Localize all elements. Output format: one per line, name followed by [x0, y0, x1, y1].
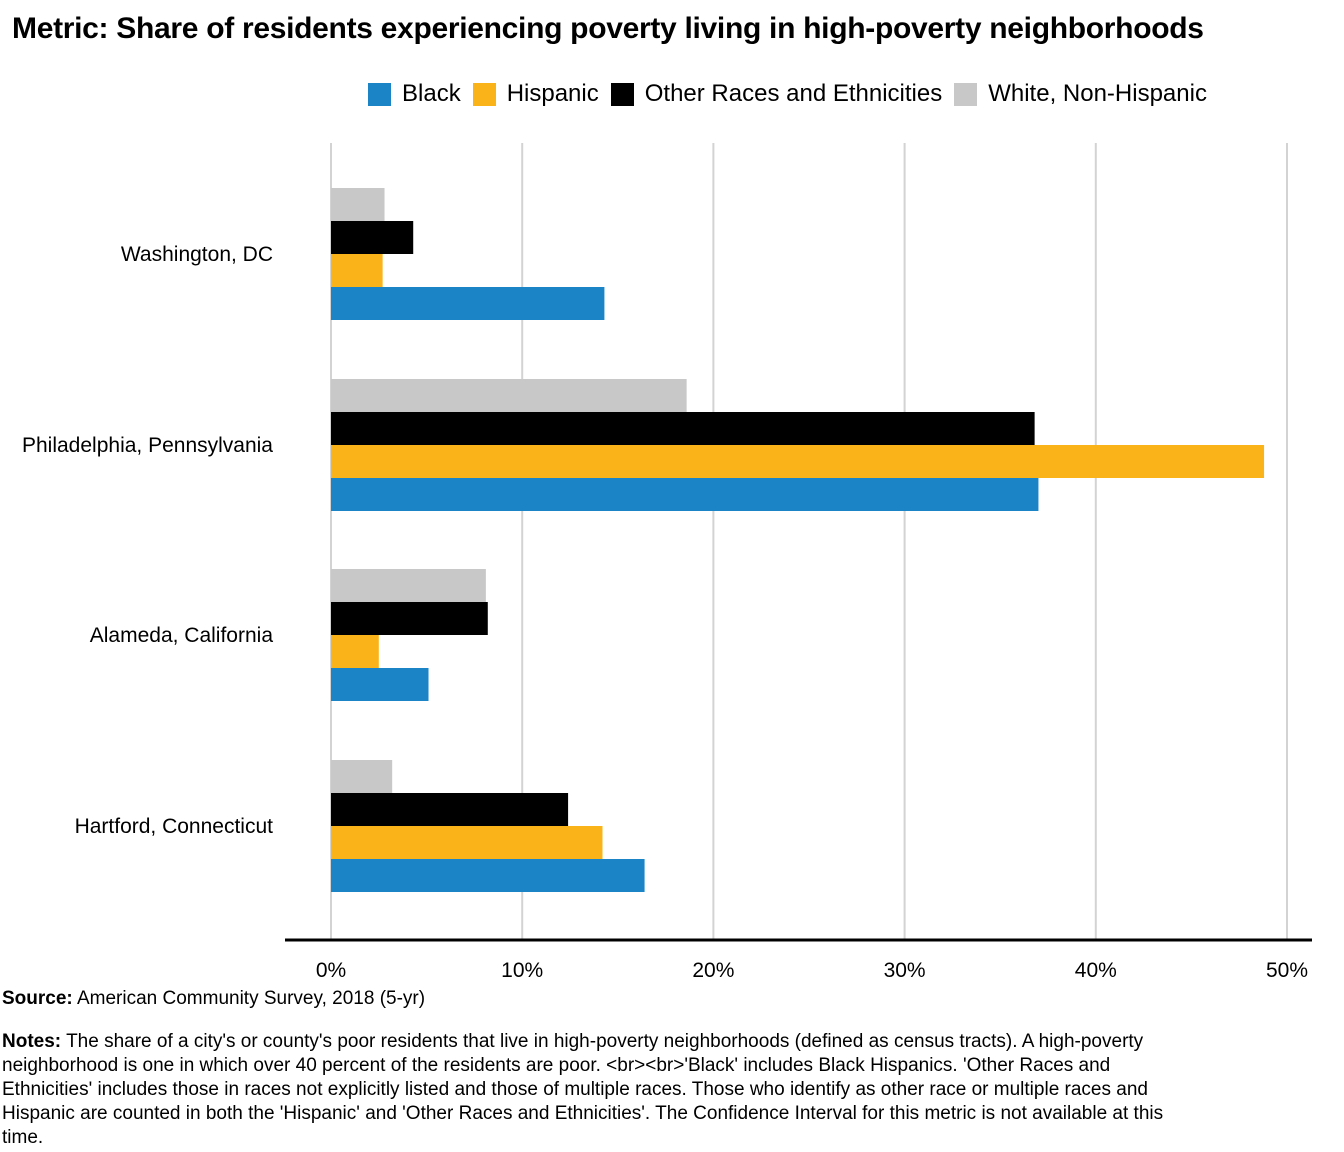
bar-white[interactable]: [331, 760, 393, 793]
legend-item-other[interactable]: Other Races and Ethnicities: [610, 80, 943, 108]
legend-swatch-hispanic: [472, 82, 496, 106]
legend-item-black[interactable]: Black: [368, 80, 461, 108]
bar-hispanic[interactable]: [331, 445, 1265, 478]
bar-hispanic[interactable]: [331, 826, 603, 859]
x-tick-label: 20%: [692, 959, 734, 982]
legend-label-hispanic: Hispanic: [506, 80, 599, 107]
bar-white[interactable]: [331, 188, 385, 221]
legend-swatch-white: [954, 82, 978, 106]
legend-item-white[interactable]: White, Non-Hispanic: [954, 80, 1207, 108]
bar-chart: 0% 10% 20% 30% 40% 50% Washington, DC Philadelp…: [22, 143, 1312, 982]
legend-label-white: White, Non-Hispanic: [988, 80, 1207, 107]
x-tick-label: 50%: [1266, 959, 1308, 982]
bar-white[interactable]: [331, 569, 486, 602]
notes-label: Notes:: [2, 1031, 62, 1052]
bar-black[interactable]: [331, 478, 1039, 511]
bar-other[interactable]: [331, 221, 414, 254]
notes-text: The share of a city's or county's poor r…: [2, 1031, 1164, 1148]
bar-other[interactable]: [331, 412, 1035, 445]
legend-label-black: Black: [402, 80, 461, 107]
source-label: Source:: [2, 988, 73, 1009]
legend: Black Hispanic Other Races and Ethniciti…: [368, 80, 1219, 108]
x-tick-label: 40%: [1075, 959, 1117, 982]
legend-swatch-other: [610, 82, 634, 106]
bar-black[interactable]: [331, 668, 429, 701]
bar-white[interactable]: [331, 379, 687, 412]
chart-title: Metric: Share of residents experiencing …: [12, 12, 1204, 45]
notes: Notes: The share of a city's or county's…: [2, 1030, 1202, 1150]
legend-swatch-black: [368, 82, 391, 106]
category-label: Hartford, Connecticut: [75, 815, 274, 838]
source-text: American Community Survey, 2018 (5-yr): [76, 988, 426, 1009]
x-tick-label: 10%: [501, 959, 543, 982]
bar-other[interactable]: [331, 602, 488, 635]
source-note: Source: American Community Survey, 2018 …: [2, 988, 425, 1010]
category-label: Philadelphia, Pennsylvania: [22, 434, 273, 457]
bar-black[interactable]: [331, 287, 605, 320]
bar-hispanic[interactable]: [331, 635, 379, 668]
bar-black[interactable]: [331, 859, 645, 892]
legend-item-hispanic[interactable]: Hispanic: [472, 80, 599, 108]
category-label: Alameda, California: [90, 624, 274, 647]
x-tick-label: 30%: [884, 959, 926, 982]
category-label: Washington, DC: [121, 243, 273, 266]
bar-hispanic[interactable]: [331, 254, 383, 287]
x-tick-label: 0%: [316, 959, 346, 982]
legend-label-other: Other Races and Ethnicities: [644, 80, 943, 107]
bar-other[interactable]: [331, 793, 569, 826]
